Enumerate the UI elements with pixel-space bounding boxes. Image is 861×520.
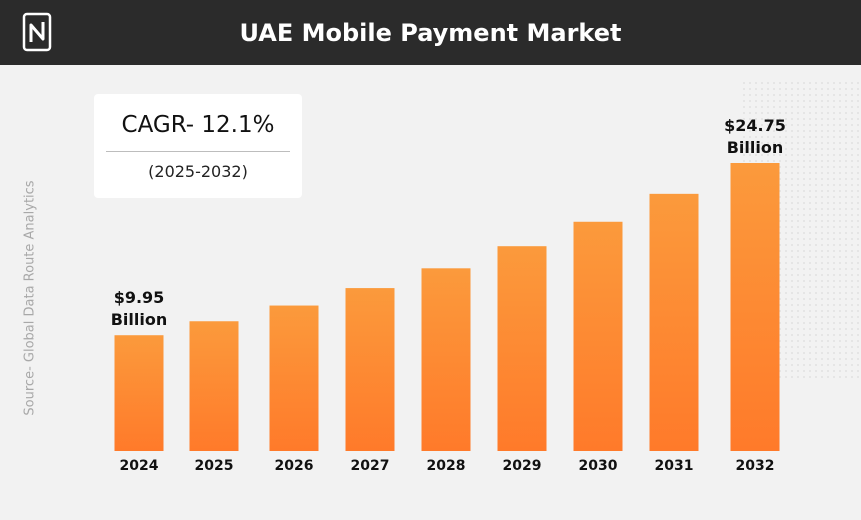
cagr-card: CAGR- 12.1% (2025-2032)	[94, 94, 302, 198]
bar-2031	[649, 193, 699, 451]
header-bar: UAE Mobile Payment Market	[0, 0, 861, 65]
x-tick-label: 2024	[120, 458, 159, 474]
bar-2030	[573, 221, 623, 451]
page-title: UAE Mobile Payment Market	[239, 18, 622, 47]
data-label-2024: $9.95	[114, 288, 165, 307]
x-tick-label: 2029	[503, 458, 542, 474]
bar-2029	[497, 246, 547, 451]
x-tick-label: 2032	[736, 458, 775, 474]
cagr-label: CAGR- 12.1%	[121, 112, 275, 138]
bar-2027	[345, 288, 395, 451]
data-label-2032: $24.75	[724, 116, 786, 135]
bar-2032	[730, 163, 780, 451]
x-tick-label: 2027	[351, 458, 390, 474]
x-tick-label: 2031	[655, 458, 694, 474]
data-label-2032: Billion	[727, 138, 784, 157]
cagr-divider	[106, 151, 290, 152]
bar-2028	[421, 268, 471, 451]
bar-2026	[269, 305, 319, 451]
x-tick-label: 2030	[579, 458, 618, 474]
cagr-period: (2025-2032)	[148, 162, 248, 181]
data-label-2024: Billion	[111, 310, 168, 329]
x-tick-label: 2025	[195, 458, 234, 474]
x-tick-label: 2026	[275, 458, 314, 474]
bar-2024	[114, 335, 164, 451]
logo-icon	[22, 12, 52, 52]
x-tick-label: 2028	[427, 458, 466, 474]
bar-2025	[189, 321, 239, 451]
